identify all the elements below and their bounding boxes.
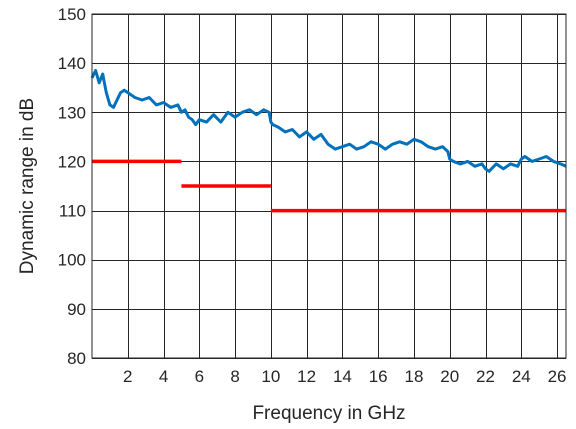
plot-frame	[91, 13, 567, 359]
y-tick-label-140: 140	[58, 54, 86, 73]
x-tick-label-12: 12	[297, 367, 316, 386]
y-axis-label: Dynamic range in dB	[17, 98, 38, 274]
x-axis-label: Frequency in GHz	[252, 403, 405, 424]
series-layer	[90, 69, 567, 213]
x-tick-label-16: 16	[369, 367, 388, 386]
y-tick-label-90: 90	[67, 300, 86, 319]
x-tick-label-10: 10	[261, 367, 280, 386]
grid	[92, 14, 566, 359]
x-tick-label-8: 8	[230, 367, 239, 386]
x-tick-label-20: 20	[440, 367, 459, 386]
y-tick-label-120: 120	[58, 152, 86, 171]
x-tick-label-4: 4	[159, 367, 168, 386]
y-tick-label-110: 110	[59, 202, 86, 221]
x-tick-labels: 2 4 6 8 10 12 14 16 18 20 22 24 26	[123, 367, 566, 386]
x-tick-label-22: 22	[476, 367, 495, 386]
y-tick-label-130: 130	[58, 103, 86, 122]
x-tick-label-18: 18	[405, 367, 424, 386]
x-tick-label-2: 2	[123, 367, 132, 386]
dynamic-range-series-line	[90, 69, 567, 173]
x-tick-label-26: 26	[548, 367, 567, 386]
y-tick-label-80: 80	[67, 349, 86, 368]
y-tick-label-150: 150	[58, 5, 86, 24]
y-tick-label-100: 100	[58, 251, 86, 270]
y-tick-labels: 80 90 100 110 120 130 140 150	[58, 5, 86, 368]
x-tick-label-24: 24	[512, 367, 531, 386]
x-tick-label-14: 14	[333, 367, 352, 386]
x-tick-label-6: 6	[195, 367, 204, 386]
